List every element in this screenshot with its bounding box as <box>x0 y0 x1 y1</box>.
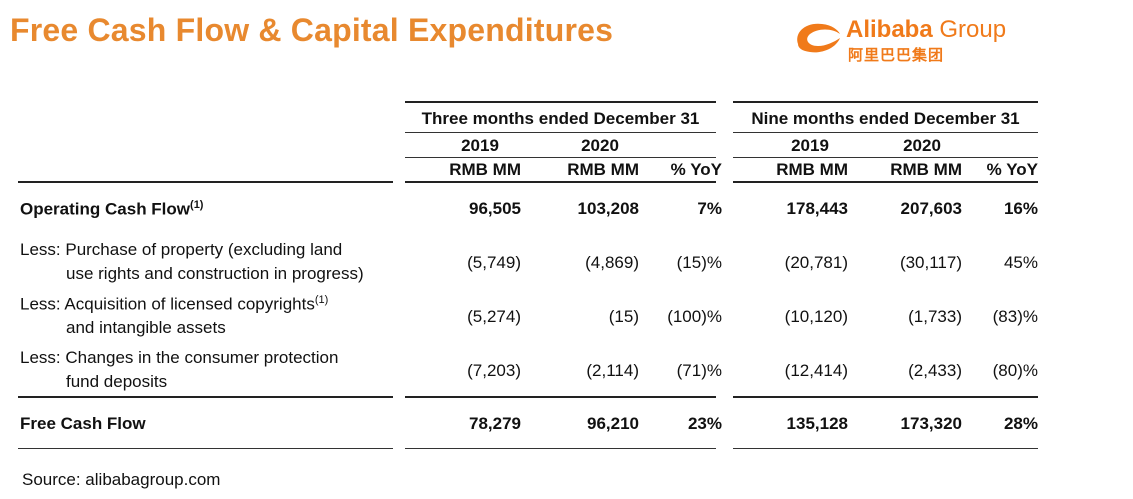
group1-header: Three months ended December 31 <box>421 109 700 128</box>
row-label-free-cash-flow: Free Cash Flow <box>20 414 146 433</box>
table-cell: (4,869) <box>585 253 639 272</box>
table-cell: 96,210 <box>587 414 639 433</box>
table-cell: (71)% <box>676 361 722 380</box>
table-cell: 78,279 <box>469 414 521 433</box>
table-cell: (30,117) <box>899 253 962 272</box>
group2-unit-rule <box>733 181 1038 183</box>
row-label-operating-cash-flow: Operating Cash Flow(1) <box>20 199 204 219</box>
table-cell: (15)% <box>676 253 722 272</box>
unit-col-4: RMB MM <box>776 160 848 179</box>
table-cell: (2,114) <box>586 361 639 380</box>
group1-header-rule <box>405 132 716 133</box>
table-cell: (7,203) <box>467 361 521 380</box>
group1-top-rule <box>405 101 716 103</box>
table-cell: (20,781) <box>784 253 848 272</box>
row-label-licensed-copyrights: Less: Acquisition of licensed copyrights… <box>20 294 329 314</box>
year-col-1: 2019 <box>461 136 499 155</box>
unit-col-1: RMB MM <box>449 160 521 179</box>
row-label-purchase-property-line2: use rights and construction in progress) <box>66 264 364 283</box>
row-label-consumer-protection: Less: Changes in the consumer protection <box>20 348 339 367</box>
table-cell: 28% <box>1003 414 1038 433</box>
total-top-rule-label <box>18 396 393 398</box>
table-cell: (10,120) <box>784 307 848 326</box>
table-cell: (15) <box>608 307 639 326</box>
group1-year-rule <box>405 157 716 158</box>
table-cell: 16% <box>1003 199 1038 218</box>
year-col-2: 2020 <box>581 136 619 155</box>
table-cell: 135,128 <box>786 414 848 433</box>
unit-col-2: RMB MM <box>567 160 639 179</box>
table-cell: 103,208 <box>577 199 639 218</box>
table-cell: (100)% <box>667 307 722 326</box>
table-cell: 45% <box>1003 253 1038 272</box>
row-label-purchase-property: Less: Purchase of property (excluding la… <box>20 240 343 259</box>
table-cell: (12,414) <box>784 361 848 380</box>
group2-header-rule <box>733 132 1038 133</box>
source-note: Source: alibabagroup.com <box>22 470 221 489</box>
year-col-4: 2019 <box>791 136 829 155</box>
table-bottom-rule-group2 <box>733 448 1038 449</box>
alibaba-group-logo: Alibaba Group 阿里巴巴集团 <box>792 14 1032 64</box>
table-cell: 96,505 <box>469 199 521 218</box>
table-cell: 23% <box>687 414 722 433</box>
table-cell: (5,274) <box>467 307 521 326</box>
table-cell: 207,603 <box>900 199 962 218</box>
group1-unit-rule <box>405 181 716 183</box>
unit-col-3: % YoY <box>670 160 722 179</box>
table-cell: 178,443 <box>786 199 848 218</box>
table-cell: 173,320 <box>900 414 962 433</box>
table-cell: (83)% <box>992 307 1038 326</box>
table-bottom-rule-label <box>18 448 393 449</box>
total-top-rule-group1 <box>405 396 716 398</box>
logo-wordmark: Alibaba Group <box>846 16 1007 43</box>
group2-top-rule <box>733 101 1038 103</box>
year-col-5: 2020 <box>903 136 941 155</box>
unit-col-6: % YoY <box>986 160 1038 179</box>
unit-col-5: RMB MM <box>890 160 962 179</box>
group2-year-rule <box>733 157 1038 158</box>
label-header-rule <box>18 181 393 183</box>
page-title: Free Cash Flow & Capital Expenditures <box>10 12 614 48</box>
table-bottom-rule-group1 <box>405 448 716 449</box>
table-cell: (1,733) <box>908 307 962 326</box>
alibaba-smile-icon <box>797 23 840 53</box>
row-label-licensed-copyrights-line2: and intangible assets <box>66 318 226 337</box>
table-cell: 7% <box>697 199 722 218</box>
group2-header: Nine months ended December 31 <box>751 109 1020 128</box>
table-cell: (80)% <box>992 361 1038 380</box>
table-cell: (5,749) <box>467 253 521 272</box>
table-cell: (2,433) <box>908 361 962 380</box>
total-top-rule-group2 <box>733 396 1038 398</box>
logo-chinese-name: 阿里巴巴集团 <box>848 47 945 64</box>
row-label-consumer-protection-line2: fund deposits <box>66 372 168 391</box>
